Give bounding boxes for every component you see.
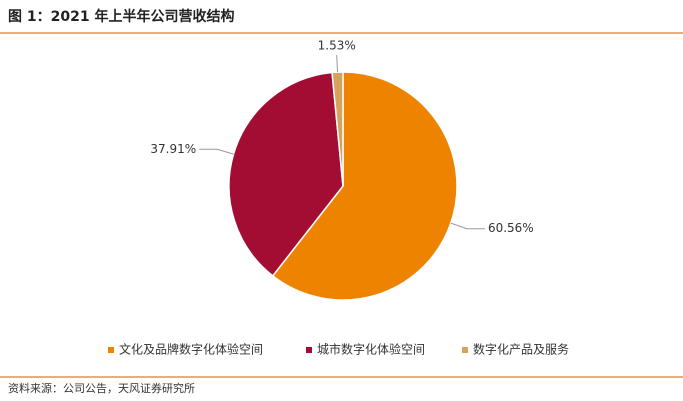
source-note: 资料来源：公司公告，天风证券研究所: [8, 381, 195, 395]
pie-slice: [228, 71, 344, 277]
legend-label: 数字化产品及服务: [473, 342, 569, 357]
data-label: 1.53%: [318, 39, 356, 53]
legend-marker: [306, 347, 312, 353]
data-label: 37.91%: [150, 142, 196, 156]
leader-line: [199, 148, 234, 155]
pie-slice: [271, 71, 458, 301]
leader-line: [336, 55, 339, 73]
legend-marker: [462, 347, 468, 353]
pie-slice: [331, 71, 344, 187]
legend-label: 文化及品牌数字化体验空间: [119, 342, 263, 357]
leader-line: [450, 222, 485, 230]
data-label: 60.56%: [488, 221, 534, 235]
legend-marker: [108, 347, 114, 353]
chart-title: 图 1：2021 年上半年公司营收结构: [8, 8, 234, 25]
legend-label: 城市数字化体验空间: [317, 342, 425, 357]
